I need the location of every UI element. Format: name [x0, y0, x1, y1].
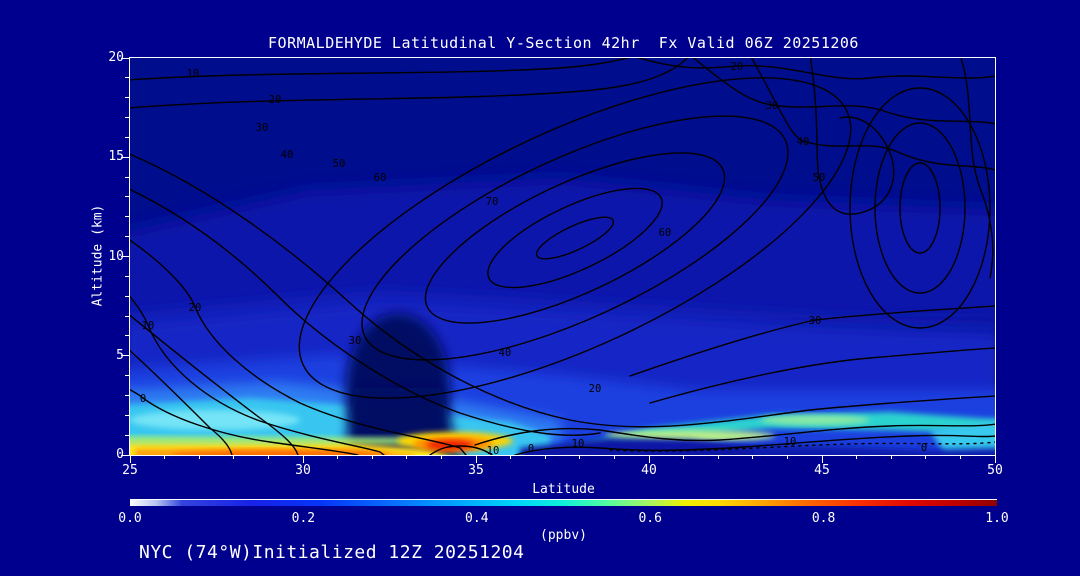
y-tick-label: 20	[108, 50, 124, 65]
axis-tick	[440, 455, 442, 459]
contour-label: 10	[784, 436, 797, 448]
axis-tick	[717, 455, 719, 459]
contour-label: 60	[374, 172, 387, 184]
contour-label: 20	[189, 302, 202, 314]
contour-label: 20	[269, 94, 282, 106]
contour-label: 50	[333, 158, 346, 170]
axis-tick	[125, 275, 129, 277]
contour-label: 10	[187, 68, 200, 80]
contour-fill-layer	[130, 58, 995, 455]
contour-labels-layer: 10 20 30 40 50 60 70 60 20 30 40 50 30 20 10 0 30 40 20 10 0…	[140, 61, 927, 456]
contour-label: 10	[572, 438, 585, 450]
chart-title: FORMALDEHYDE Latitudinal Y-Section 42hr …	[268, 34, 859, 52]
axis-tick	[994, 455, 996, 463]
contour-label: 20	[589, 383, 602, 395]
axis-tick	[786, 455, 788, 459]
contour-label: 30	[766, 100, 779, 112]
axis-tick	[125, 97, 129, 99]
axis-tick	[164, 455, 166, 459]
contour-label: 50	[813, 172, 826, 184]
axis-tick	[198, 455, 200, 459]
axis-tick	[125, 315, 129, 317]
axis-tick	[121, 454, 129, 456]
axis-tick	[125, 394, 129, 396]
y-tick-label: 15	[108, 149, 124, 165]
y-tick-label: 0	[116, 447, 124, 462]
contour-lines-layer	[130, 58, 995, 455]
axis-tick	[959, 455, 961, 459]
contour-label: 30	[256, 122, 269, 134]
axis-tick	[337, 455, 339, 459]
x-tick-label: 40	[641, 463, 657, 478]
colorbar-tick-label: 1.0	[985, 511, 1009, 526]
axis-tick	[267, 455, 269, 459]
y-tick-label: 5	[116, 347, 124, 363]
axis-tick	[125, 236, 129, 238]
axis-tick	[121, 355, 129, 357]
axis-tick	[125, 434, 129, 436]
axis-tick	[125, 295, 129, 297]
y-tick-label: 10	[108, 248, 124, 264]
axis-tick	[125, 335, 129, 337]
axis-tick	[125, 216, 129, 218]
axis-tick	[125, 196, 129, 198]
axis-tick	[821, 455, 823, 463]
colorbar-units-label: (ppbv)	[540, 528, 587, 543]
axis-tick	[125, 136, 129, 138]
axis-tick	[752, 455, 754, 459]
init-info-text: NYC (74°W)Initialized 12Z 20251204	[139, 542, 525, 563]
axis-tick	[121, 256, 129, 257]
contour-label: 30	[809, 315, 822, 327]
colorbar	[130, 499, 997, 506]
colorbar-tick-label: 0.8	[811, 511, 836, 526]
x-tick-label: 30	[295, 463, 311, 478]
axis-tick	[233, 455, 235, 459]
axis-tick	[510, 455, 512, 459]
x-tick-label: 35	[468, 463, 484, 478]
axis-tick	[613, 455, 615, 459]
x-tick-label: 45	[814, 463, 830, 478]
axis-tick	[579, 455, 581, 459]
contour-label: 0	[921, 442, 927, 454]
axis-tick	[125, 117, 129, 119]
axis-tick	[406, 455, 408, 459]
contour-label: 40	[499, 347, 512, 359]
axis-tick	[683, 455, 685, 459]
axis-tick	[125, 375, 129, 377]
contour-label: 40	[281, 149, 294, 161]
axis-tick	[856, 455, 858, 459]
axis-tick	[475, 455, 477, 463]
colorbar-tick-label: 0.0	[118, 511, 142, 526]
axis-tick	[925, 455, 927, 459]
x-tick-label: 50	[987, 463, 1003, 478]
contour-label: 30	[349, 335, 362, 347]
contour-label: 0	[140, 393, 146, 405]
contour-label: 10	[487, 445, 500, 456]
axis-tick	[125, 176, 129, 178]
axis-tick	[125, 414, 129, 416]
axis-tick	[648, 455, 650, 463]
axis-tick	[121, 156, 129, 158]
cross-section-plot: 10 20 30 40 50 60 70 60 20 30 40 50 30 20 10 0 30 40 20 10 0…	[129, 57, 996, 456]
contour-label: 0	[528, 443, 534, 455]
axis-tick	[371, 455, 373, 459]
contour-label: 60	[659, 227, 672, 239]
contour-label: 40	[797, 136, 810, 148]
axis-tick	[544, 455, 546, 459]
x-axis-title: Latitude	[532, 482, 595, 497]
contour-label: 20	[731, 61, 744, 73]
x-tick-label: 25	[122, 463, 138, 478]
colorbar-tick-label: 0.6	[638, 511, 662, 526]
axis-tick	[890, 455, 892, 459]
colorbar-tick-label: 0.2	[291, 511, 316, 526]
axis-tick	[121, 57, 129, 59]
colorbar-tick-label: 0.4	[465, 511, 489, 526]
axis-tick	[125, 77, 129, 79]
axis-tick	[302, 455, 304, 463]
contour-label: 70	[486, 196, 499, 208]
y-axis-title: Altitude (km)	[90, 204, 106, 307]
contour-label: 10	[142, 320, 155, 332]
axis-tick	[129, 455, 131, 463]
